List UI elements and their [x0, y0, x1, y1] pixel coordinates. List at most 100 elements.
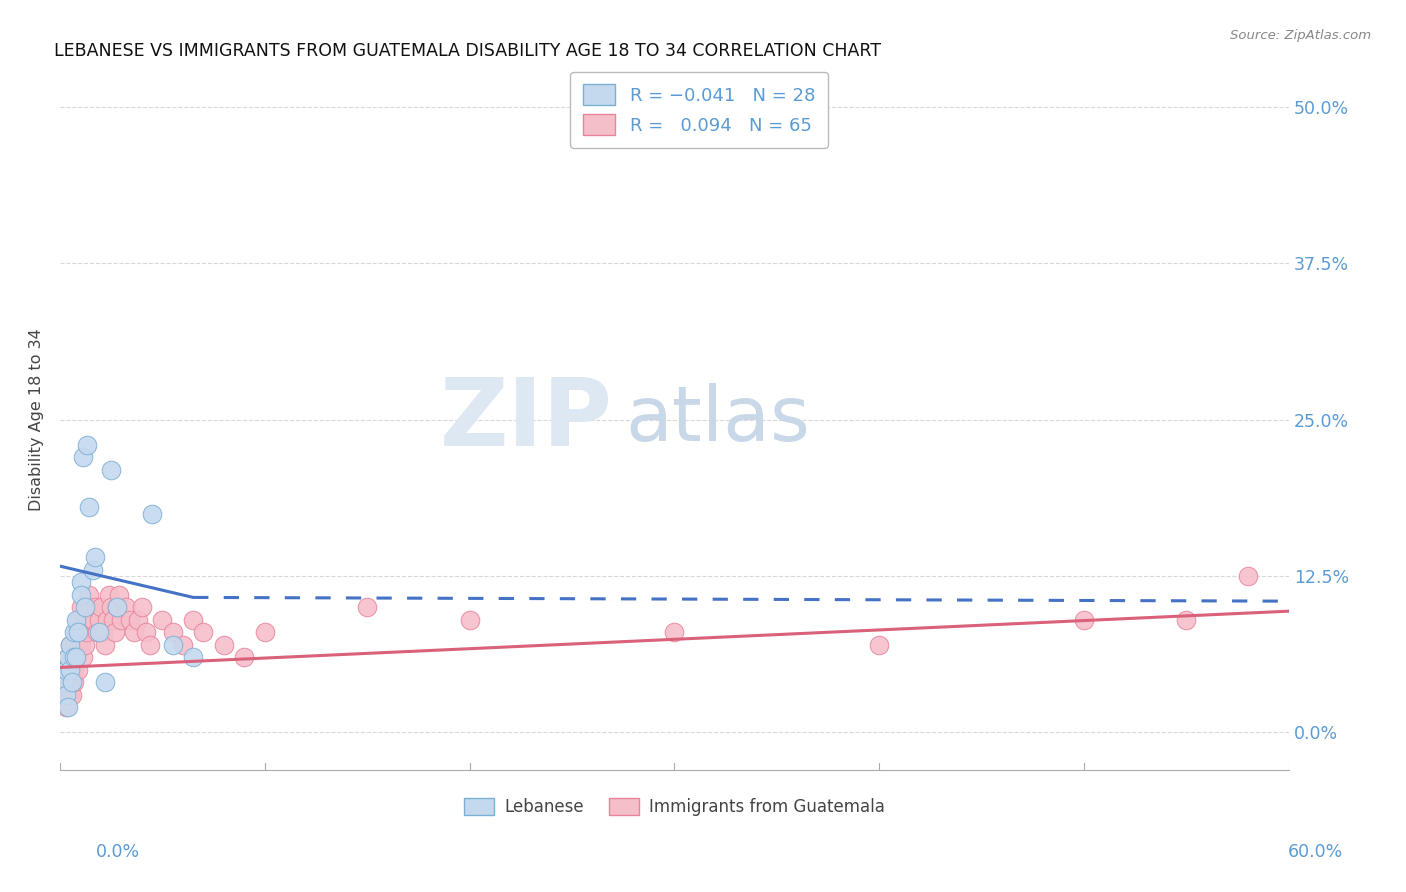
Point [82, 613, 104, 627]
Point [152, 613, 174, 627]
Point [98, 588, 121, 602]
Text: LEBANESE VS IMMIGRANTS FROM GUATEMALA DISABILITY AGE 18 TO 34 CORRELATION CHART: LEBANESE VS IMMIGRANTS FROM GUATEMALA DI… [53, 42, 882, 60]
Text: Source: ZipAtlas.com: Source: ZipAtlas.com [1230, 29, 1371, 42]
Point [172, 638, 194, 652]
Point [94, 675, 117, 690]
Point [83, 550, 105, 565]
Point [100, 600, 122, 615]
Point [77, 588, 100, 602]
Point [72, 650, 94, 665]
Point [103, 613, 125, 627]
Point [73, 613, 96, 627]
Point [55, 663, 77, 677]
Point [135, 625, 157, 640]
Point [118, 613, 141, 627]
Point [181, 613, 204, 627]
Y-axis label: Disability Age 18 to 34: Disability Age 18 to 34 [30, 328, 44, 511]
Point [233, 650, 256, 665]
Point [76, 438, 98, 452]
Point [100, 463, 122, 477]
Point [60, 663, 83, 677]
Point [59, 638, 82, 652]
Point [114, 600, 136, 615]
Point [67, 663, 90, 677]
Point [105, 600, 128, 615]
Point [73, 638, 96, 652]
Point [193, 625, 215, 640]
Point [60, 688, 83, 702]
Point [63, 625, 86, 640]
Point [141, 507, 163, 521]
Point [76, 625, 98, 640]
Point [59, 688, 82, 702]
Point [80, 613, 103, 627]
Point [96, 613, 118, 627]
Point [60, 675, 83, 690]
Point [76, 600, 98, 615]
Point [65, 650, 87, 665]
Point [104, 625, 127, 640]
Legend: Lebanese, Immigrants from Guatemala: Lebanese, Immigrants from Guatemala [456, 789, 893, 825]
Point [86, 625, 108, 640]
Point [105, 600, 128, 615]
Point [72, 625, 94, 640]
Point [58, 700, 80, 714]
Point [87, 613, 110, 627]
Point [1175, 613, 1198, 627]
Point [63, 650, 86, 665]
Point [59, 638, 82, 652]
Point [458, 613, 481, 627]
Point [69, 600, 91, 615]
Point [65, 650, 87, 665]
Point [69, 588, 91, 602]
Point [58, 650, 80, 665]
Point [53, 688, 76, 702]
Point [53, 675, 76, 690]
Point [65, 613, 87, 627]
Point [63, 663, 86, 677]
Point [63, 675, 86, 690]
Point [63, 638, 86, 652]
Point [91, 625, 114, 640]
Point [131, 600, 153, 615]
Point [67, 625, 90, 640]
Point [53, 675, 76, 690]
Point [60, 650, 83, 665]
Point [58, 650, 80, 665]
Point [110, 613, 132, 627]
Point [69, 575, 91, 590]
Point [1237, 569, 1260, 583]
Point [139, 638, 162, 652]
Text: 60.0%: 60.0% [1288, 843, 1343, 861]
Point [72, 450, 94, 465]
Point [664, 625, 686, 640]
Point [868, 638, 890, 652]
Point [253, 625, 276, 640]
Point [90, 600, 112, 615]
Point [162, 625, 184, 640]
Point [1073, 613, 1095, 627]
Point [55, 663, 77, 677]
Point [212, 638, 235, 652]
Point [87, 625, 110, 640]
Point [83, 600, 105, 615]
Point [108, 588, 131, 602]
Point [82, 563, 104, 577]
Text: 0.0%: 0.0% [96, 843, 139, 861]
Point [94, 638, 117, 652]
Point [162, 638, 184, 652]
Point [122, 625, 145, 640]
Point [65, 625, 87, 640]
Point [55, 688, 77, 702]
Point [58, 675, 80, 690]
Point [73, 600, 96, 615]
Point [356, 600, 378, 615]
Point [55, 700, 77, 714]
Point [59, 663, 82, 677]
Point [69, 638, 91, 652]
Point [77, 500, 100, 515]
Point [127, 613, 149, 627]
Point [67, 613, 90, 627]
Text: ZIP: ZIP [440, 374, 613, 466]
Point [181, 650, 204, 665]
